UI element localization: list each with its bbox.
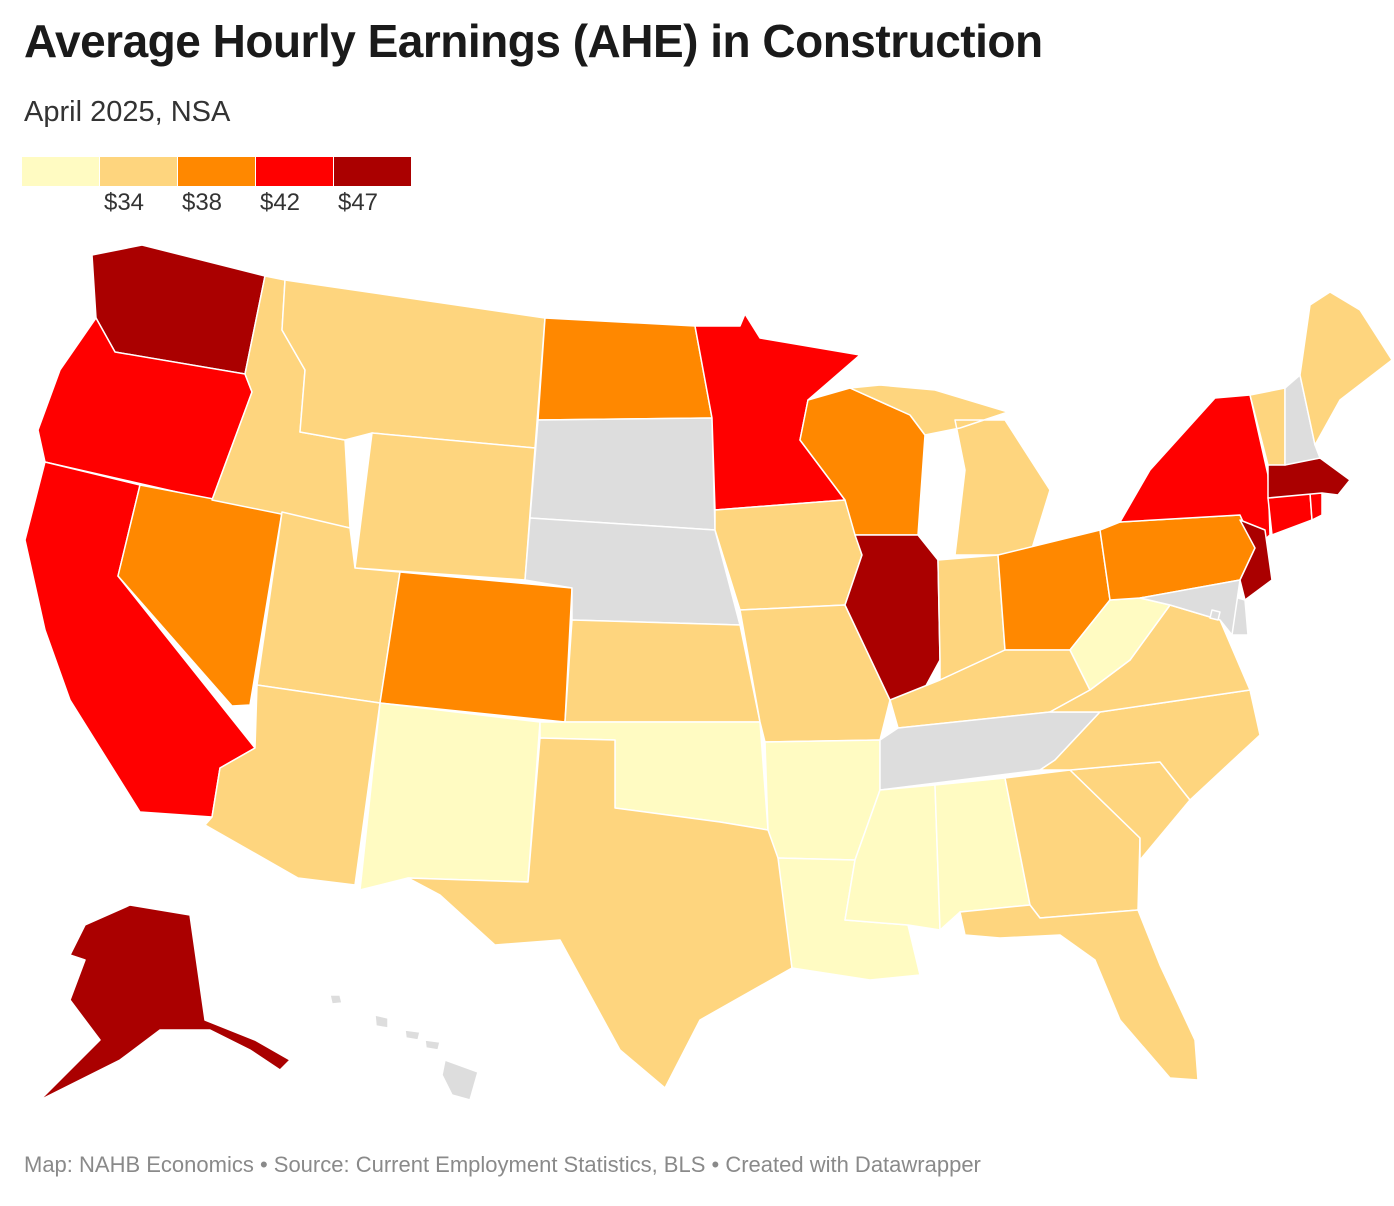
state-new-hampshire[interactable] bbox=[1284, 374, 1321, 466]
chart-title: Average Hourly Earnings (AHE) in Constru… bbox=[24, 15, 1043, 67]
state-iowa[interactable] bbox=[714, 499, 863, 611]
color-legend: $34 $38 $42 $47 bbox=[22, 157, 412, 216]
footer-credit: Map: NAHB Economics • Source: Current Em… bbox=[24, 1152, 981, 1177]
state-south-dakota[interactable] bbox=[529, 417, 716, 531]
state-colorado[interactable] bbox=[379, 571, 573, 723]
state-alaska[interactable] bbox=[39, 904, 291, 1101]
state-texas[interactable] bbox=[407, 737, 793, 1089]
state-montana[interactable] bbox=[281, 279, 546, 449]
state-arizona[interactable] bbox=[204, 684, 381, 886]
legend-swatch-5 bbox=[334, 157, 411, 186]
legend-tick-3: $42 bbox=[259, 189, 301, 216]
state-dc[interactable] bbox=[1209, 609, 1221, 621]
state-connecticut[interactable] bbox=[1267, 492, 1313, 536]
legend-swatch-4 bbox=[256, 157, 333, 186]
legend-tick-4: $47 bbox=[337, 189, 379, 216]
state-florida[interactable] bbox=[959, 904, 1199, 1081]
legend-swatches bbox=[22, 157, 412, 186]
legend-swatch-2 bbox=[100, 157, 177, 186]
legend-tick-2: $38 bbox=[181, 189, 223, 216]
state-new-mexico[interactable] bbox=[359, 702, 541, 891]
legend-swatch-1 bbox=[22, 157, 99, 186]
state-hawaii[interactable] bbox=[329, 994, 479, 1101]
legend-tick-1: $34 bbox=[103, 189, 145, 216]
state-north-carolina[interactable] bbox=[1039, 689, 1261, 801]
chart-subtitle: April 2025, NSA bbox=[24, 96, 231, 128]
state-north-dakota[interactable] bbox=[537, 317, 713, 421]
state-rhode-island[interactable] bbox=[1309, 492, 1323, 521]
state-maine[interactable] bbox=[1299, 291, 1393, 446]
state-maryland[interactable] bbox=[1139, 579, 1241, 636]
state-kansas[interactable] bbox=[564, 619, 761, 723]
legend-swatch-3 bbox=[178, 157, 255, 186]
state-wyoming[interactable] bbox=[354, 432, 536, 581]
